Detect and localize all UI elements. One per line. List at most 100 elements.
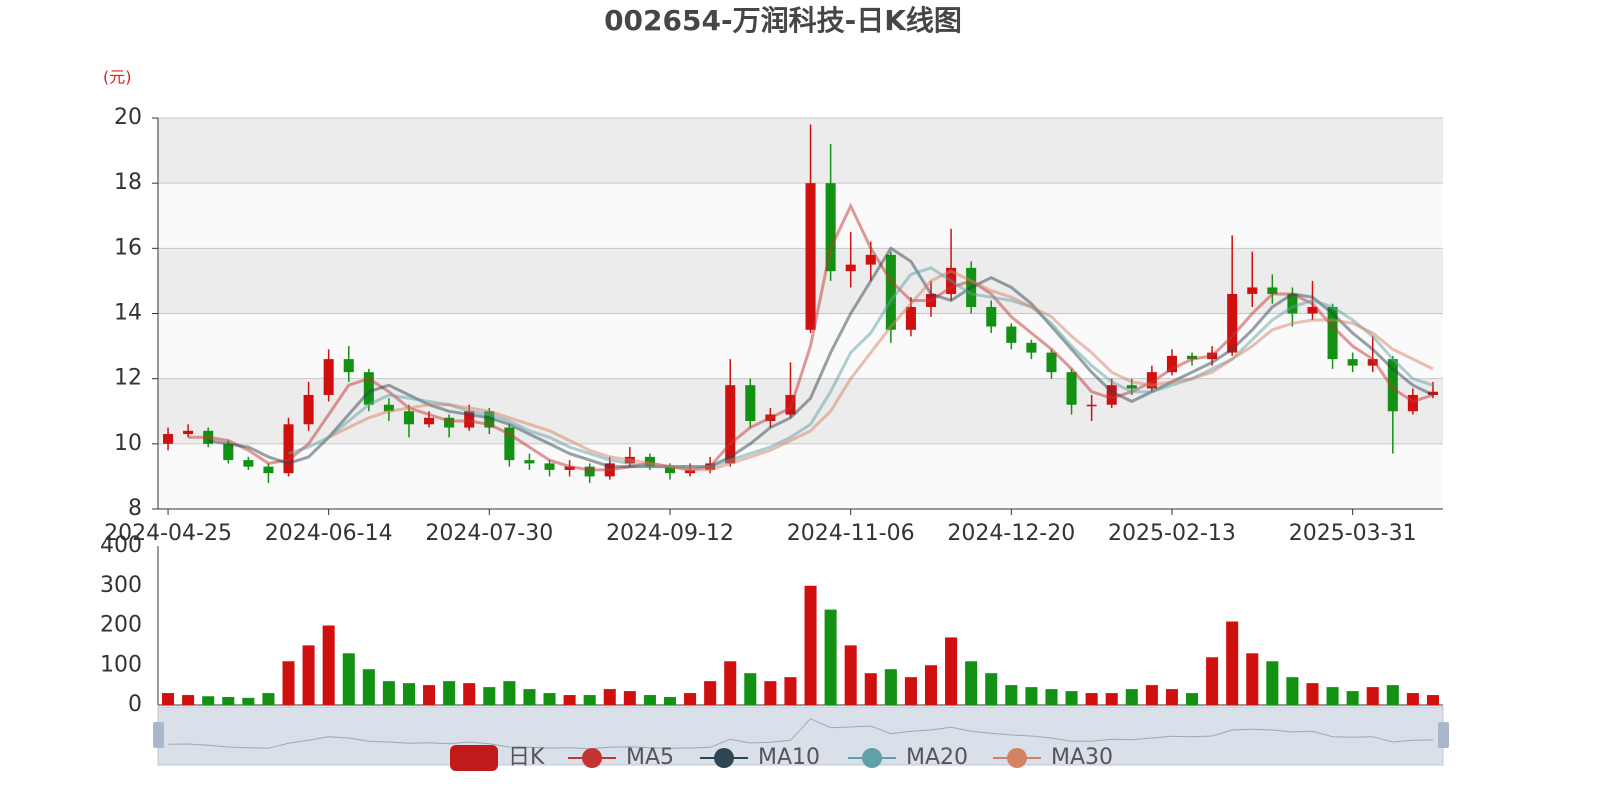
y-tick-label: 200	[100, 613, 142, 638]
volume-bar	[643, 695, 656, 705]
volume-bar	[483, 687, 496, 705]
volume-bar	[362, 669, 375, 705]
volume-bar	[262, 693, 275, 705]
candle-body	[223, 443, 234, 461]
candle-body	[1327, 306, 1338, 360]
volume-bar	[1025, 687, 1038, 705]
legend-label[interactable]: 日K	[508, 745, 545, 770]
split-area	[158, 183, 1443, 249]
x-tick-label: 2024-04-25	[104, 521, 232, 546]
volume-bar	[282, 661, 295, 705]
candle-body	[564, 466, 575, 470]
split-area	[158, 443, 1443, 509]
candle-body	[383, 404, 394, 412]
candle-body	[1026, 342, 1037, 353]
volume-bar	[543, 693, 556, 705]
volume-bar	[724, 661, 737, 705]
legend-icon	[450, 745, 498, 771]
zoom-handle[interactable]	[1438, 722, 1449, 748]
zoom-slider[interactable]	[157, 706, 1444, 766]
volume-bar	[463, 683, 476, 705]
volume-bar	[1186, 693, 1199, 705]
volume-bar	[663, 697, 677, 705]
y-tick-label: 400	[100, 533, 142, 558]
ma-line	[328, 269, 1434, 472]
candle-body	[243, 460, 254, 467]
legend-label[interactable]: MA20	[906, 745, 968, 770]
zoom-preview	[167, 718, 1434, 750]
y-tick-label: 8	[128, 496, 142, 521]
volume-bar	[1165, 689, 1178, 705]
candle-body	[584, 466, 595, 477]
volume-bar	[322, 625, 335, 705]
volume-bar	[804, 585, 817, 705]
volume-bar	[162, 693, 175, 705]
volume-bar	[302, 645, 315, 705]
y-tick-label: 100	[100, 652, 142, 677]
y-tick-label: 0	[128, 692, 142, 717]
volume-bar	[884, 669, 897, 705]
volume-bar	[242, 697, 255, 705]
volume-bar	[1246, 653, 1259, 705]
volume-bar	[824, 609, 837, 705]
candle-body	[263, 466, 274, 474]
volume-bar	[443, 681, 456, 705]
y-tick-label: 20	[114, 105, 142, 130]
candle-body	[825, 183, 836, 272]
legend-label[interactable]: MA30	[1051, 745, 1113, 770]
volume-bar	[1306, 683, 1319, 705]
candle-body	[183, 430, 194, 435]
volume-bar	[784, 677, 797, 705]
candle-body	[1086, 404, 1097, 407]
volume-bar	[1085, 693, 1098, 705]
candle-body	[644, 456, 655, 467]
volume-bar	[1286, 677, 1299, 705]
volume-bar	[583, 695, 596, 705]
y-unit: (元)	[103, 68, 132, 87]
chart-title: 002654-万润科技-日K线图	[604, 4, 962, 37]
volume-bar	[563, 695, 576, 705]
volume-bar	[382, 681, 395, 705]
volume-bar	[1145, 685, 1158, 705]
candle-body	[885, 254, 896, 330]
candle-body	[484, 411, 495, 428]
candle-body	[664, 466, 676, 474]
volume-bar	[222, 697, 235, 705]
volume-bar	[603, 689, 616, 705]
candle-body	[1126, 385, 1137, 389]
volume-bar	[503, 681, 516, 705]
volume-bar	[904, 677, 917, 705]
volume-bar	[1125, 689, 1138, 705]
x-tick-label: 2024-06-14	[265, 521, 393, 546]
candle-body	[1387, 359, 1398, 412]
split-area	[158, 118, 1443, 184]
candle-body	[464, 411, 475, 428]
y-tick-label: 16	[114, 235, 142, 260]
volume-bar	[1426, 695, 1439, 705]
volume-bar	[864, 673, 877, 705]
zoom-handle[interactable]	[153, 722, 164, 748]
candle-body	[1407, 394, 1418, 412]
x-tick-label: 2024-09-12	[606, 521, 734, 546]
volume-bar	[1346, 691, 1359, 705]
legend-label[interactable]: MA5	[626, 745, 674, 770]
volume-bar	[1065, 691, 1078, 705]
volume-bar	[1105, 693, 1118, 705]
volume-bar	[402, 683, 415, 705]
candle-body	[1307, 306, 1318, 314]
candle-body	[685, 469, 696, 474]
x-tick-label: 2025-03-31	[1289, 521, 1417, 546]
volume-bar	[423, 685, 436, 705]
volume-bar	[342, 653, 355, 705]
volume-bar	[1045, 689, 1058, 705]
candle-body	[163, 434, 174, 444]
y-tick-label: 300	[100, 573, 142, 598]
x-tick-label: 2024-12-20	[947, 521, 1075, 546]
candle-body	[1367, 359, 1378, 366]
legend-label[interactable]: MA10	[758, 745, 820, 770]
candle-body	[424, 417, 435, 425]
candle-body	[504, 427, 515, 461]
candle-body	[1166, 355, 1177, 373]
volume-bar	[1366, 687, 1379, 705]
